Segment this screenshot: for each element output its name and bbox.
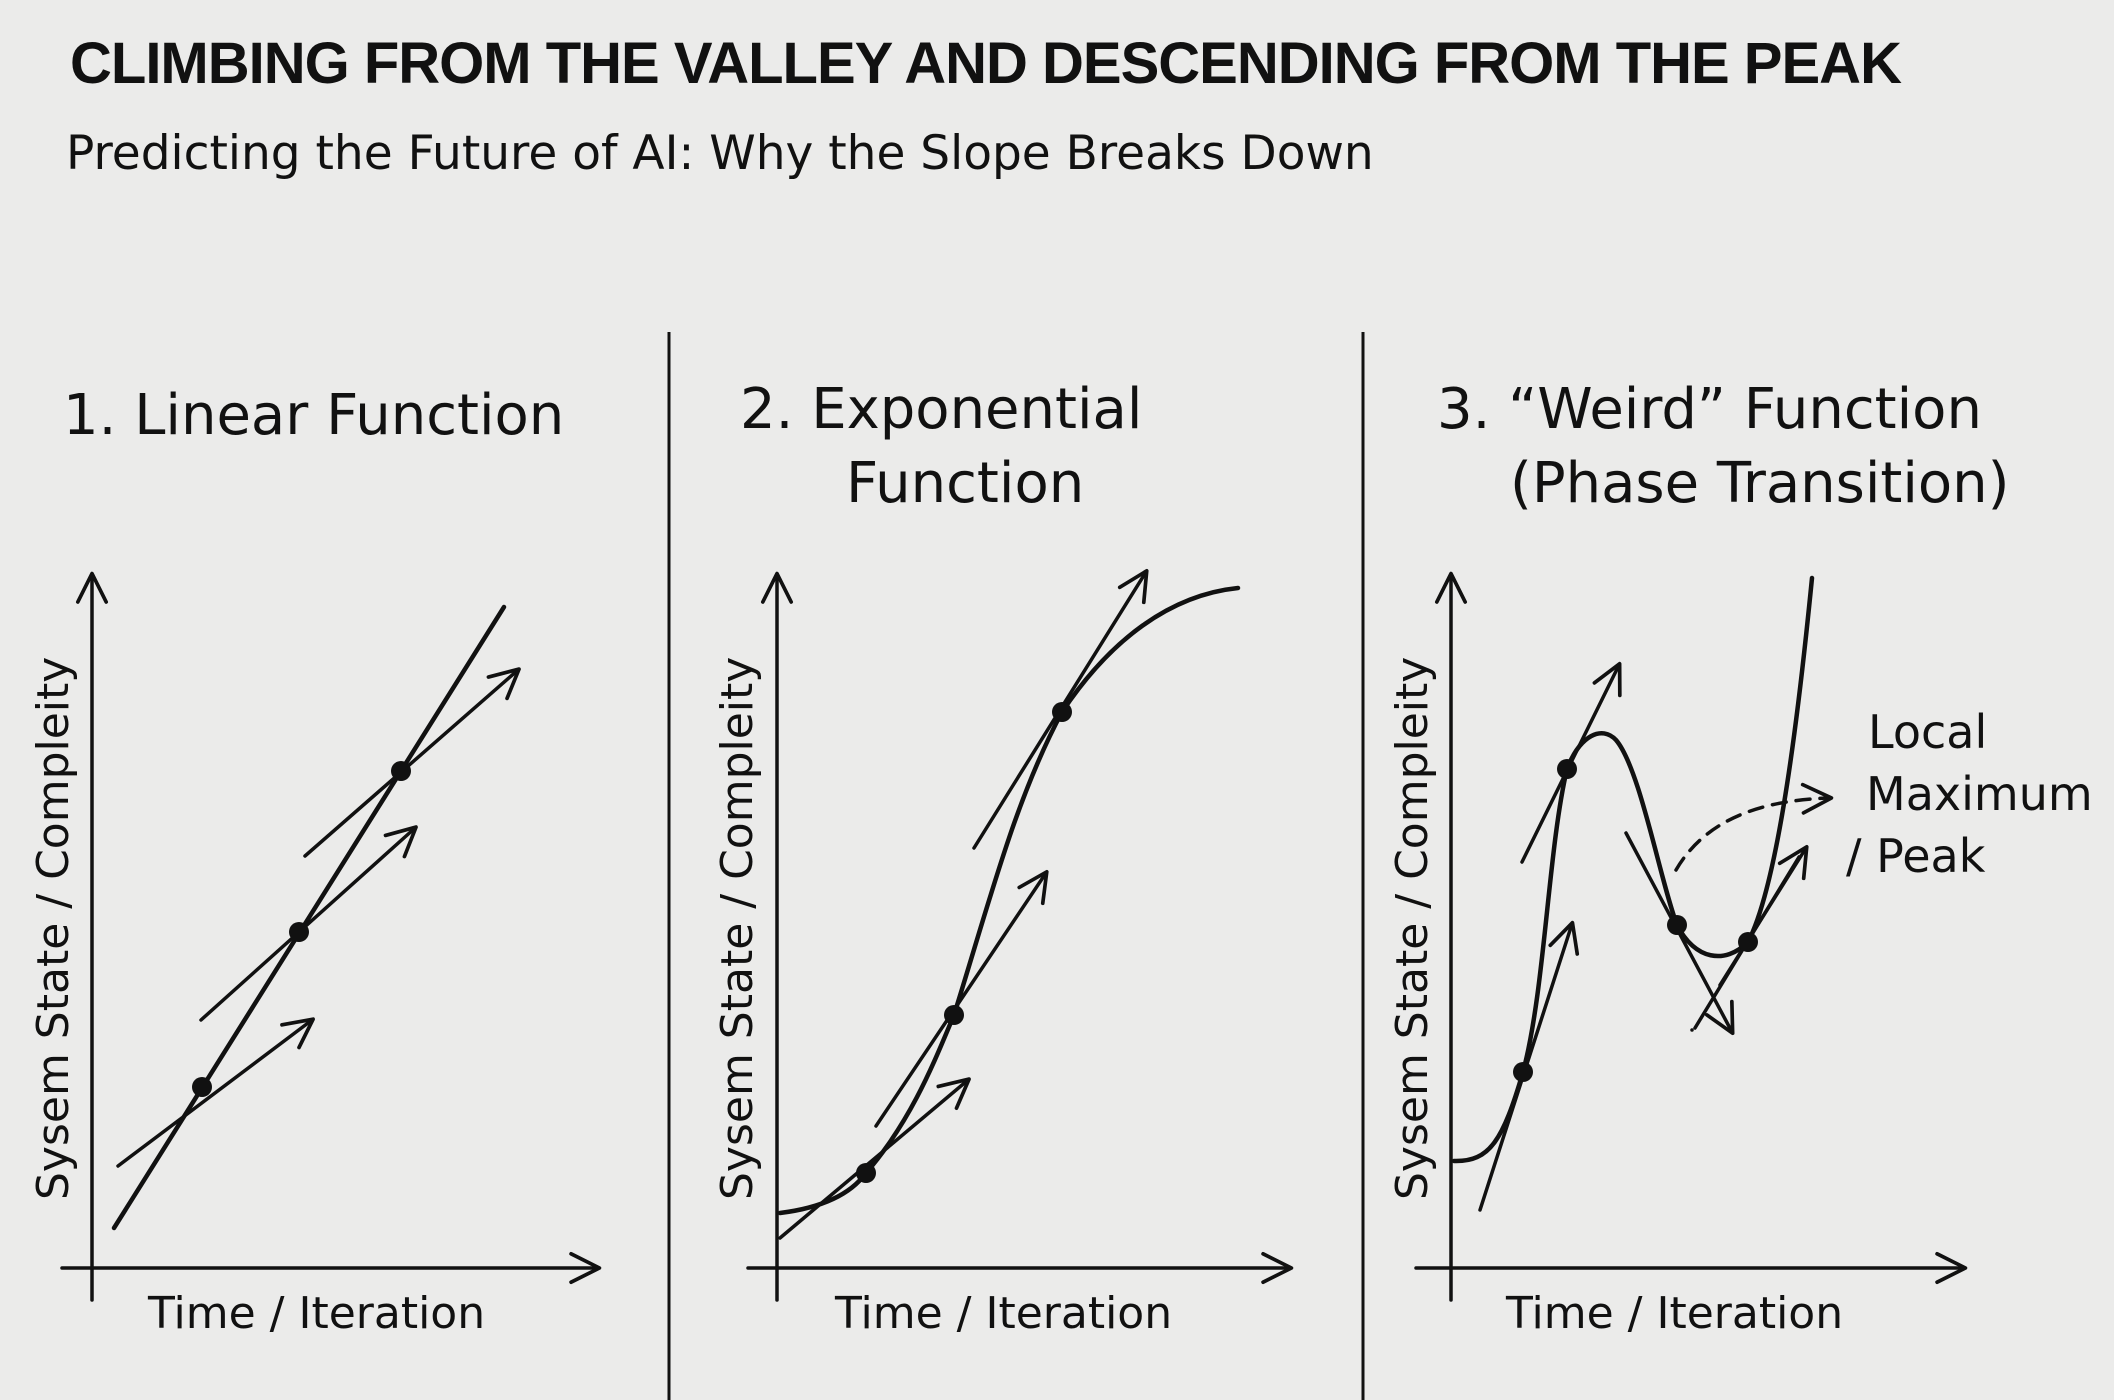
main-title: CLIMBING FROM THE VALLEY AND DESCENDING … [70, 31, 1902, 96]
point [289, 922, 309, 942]
x-axis-label: Time / Iteration [1505, 1288, 1843, 1339]
point [192, 1077, 212, 1097]
tangent-line [778, 1077, 971, 1240]
annotation-line-1: Local [1868, 705, 1987, 759]
panel-linear: 1. Linear Function Time / Iteration Syse… [28, 383, 602, 1339]
dashed-arrow [1674, 782, 1834, 872]
y-axis-label: Sysem State / Compleity [28, 657, 79, 1200]
panel-2-title-line-2: Function [846, 451, 1084, 516]
tangent-line [199, 825, 418, 1022]
exponential-curve [777, 585, 1241, 1216]
tangent-line [874, 869, 1049, 1128]
tangent-line [116, 1017, 315, 1168]
point [856, 1163, 876, 1183]
point [944, 1005, 964, 1025]
panel-exponential: 2. Exponential Function Time / Iteration… [712, 377, 1294, 1339]
panel-2-title-line-1: 2. Exponential [740, 377, 1142, 442]
panel-3-title-line-1: 3. “Weird” Function [1437, 377, 1982, 442]
subtitle: Predicting the Future of AI: Why the Slo… [66, 126, 1374, 181]
y-axis-label: Sysem State / Compleity [1387, 657, 1438, 1200]
point [1557, 759, 1577, 779]
panel-1-title: 1. Linear Function [63, 383, 564, 448]
tangent-line [1718, 844, 1809, 987]
annotation-line-3: / Peak [1846, 829, 1986, 883]
point [1738, 932, 1758, 952]
point [1667, 915, 1687, 935]
panel-3-title-line-2: (Phase Transition) [1510, 451, 2010, 516]
point [391, 761, 411, 781]
point [1052, 702, 1072, 722]
linear-function-line [111, 604, 507, 1231]
x-axis-label: Time / Iteration [147, 1288, 485, 1339]
panel-weird: 3. “Weird” Function (Phase Transition) T… [1387, 377, 2093, 1339]
annotation-line-2: Maximum [1866, 767, 2093, 821]
x-axis-label: Time / Iteration [834, 1288, 1172, 1339]
point [1513, 1062, 1533, 1082]
y-axis-label: Sysem State / Compleity [712, 657, 763, 1200]
tangent-line [303, 667, 521, 858]
phase-transition-curve [1451, 575, 1815, 1164]
